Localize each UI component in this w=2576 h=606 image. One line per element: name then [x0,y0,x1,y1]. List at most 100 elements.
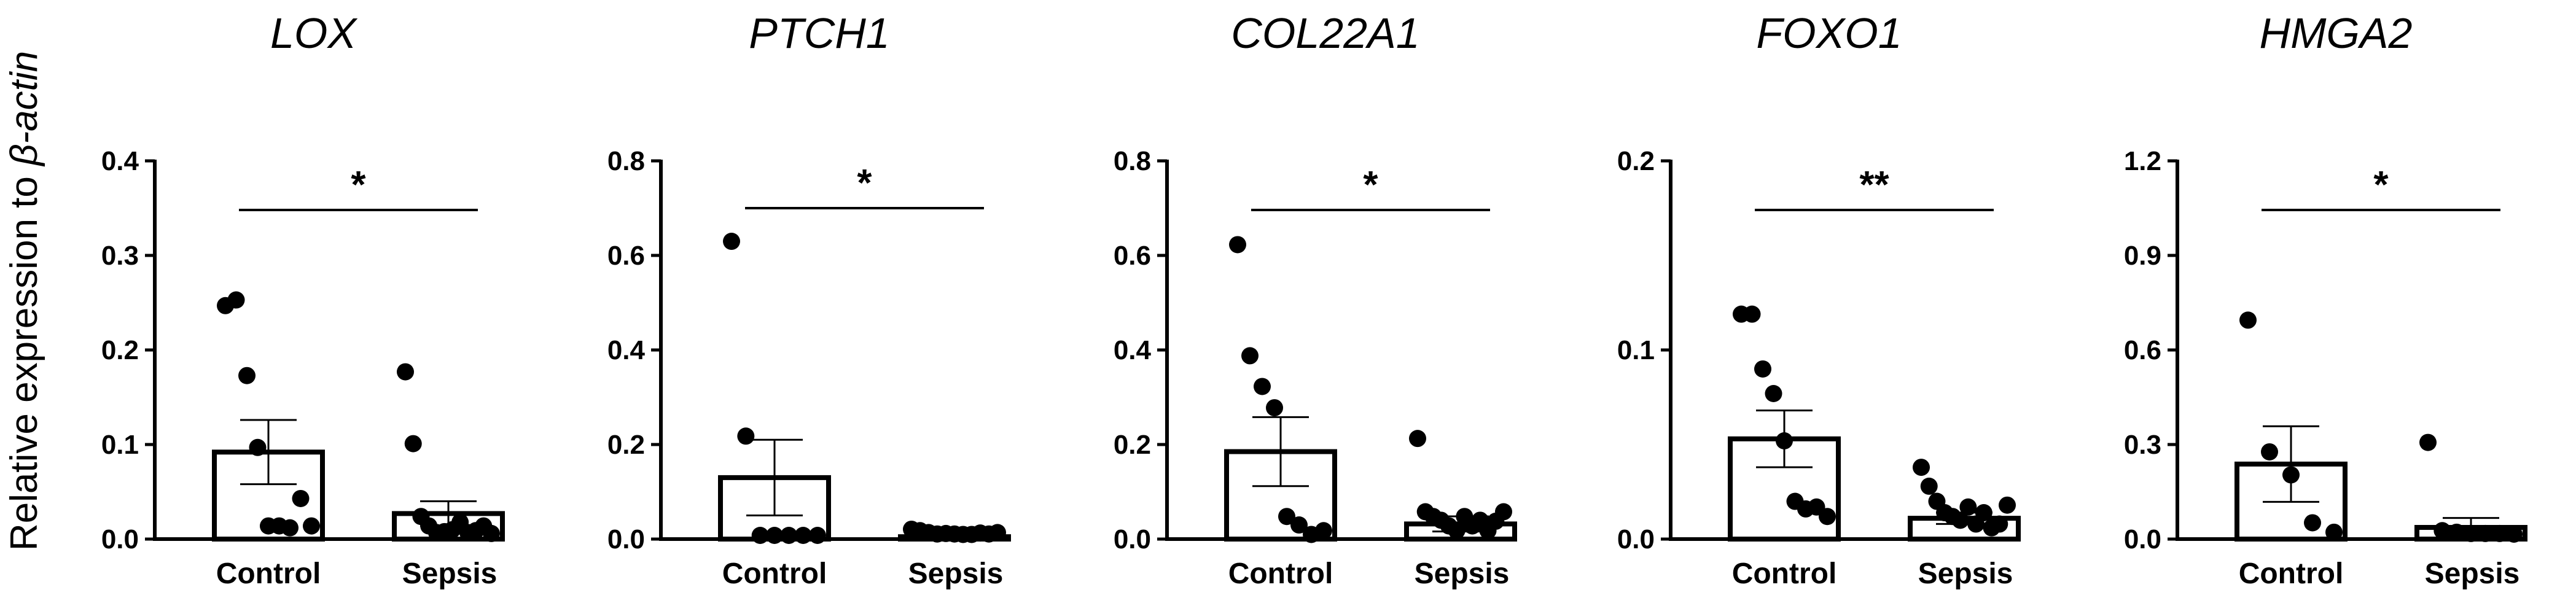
data-point [2304,514,2321,532]
data-point [1913,459,1930,476]
data-point [292,489,310,507]
x-category-label: Control [722,557,827,590]
y-tick-label: 0.2 [1617,146,1655,176]
y-tick-label: 0.0 [2124,524,2161,554]
data-point [2476,524,2494,542]
chart-title: FOXO1 [1756,9,1902,57]
data-point [1776,432,1793,449]
y-tick-label: 1.2 [2124,146,2161,176]
y-tick-label: 0.0 [1114,524,1151,554]
data-point [1991,515,2008,533]
data-point [766,527,783,544]
data-point [2448,523,2465,541]
data-point [1241,347,1259,365]
y-axis-label: Relative expression to β-actin [3,51,45,551]
data-point [397,363,414,381]
y-tick-label: 0.0 [101,524,139,554]
data-point [751,527,769,544]
significance-marker: * [1363,164,1378,206]
data-point [1409,430,1426,448]
data-point [1920,477,1938,495]
y-tick-label: 0.6 [607,241,645,271]
y-tick-label: 0.8 [1114,146,1151,176]
significance-marker: * [857,162,872,204]
y-tick-label: 0.3 [101,241,139,271]
y-tick-label: 0.1 [1617,335,1655,365]
x-category-label: Control [1228,557,1333,590]
data-point [238,367,256,384]
data-point [1959,498,1977,516]
y-tick-label: 0.1 [101,430,139,460]
x-category-label: Sepsis [2425,557,2520,590]
data-point [227,291,245,309]
significance-marker: * [2373,164,2389,206]
chart-title: PTCH1 [749,9,889,57]
x-category-label: Control [2239,557,2344,590]
data-point [2434,522,2451,540]
chart-panels: LOX 0.0 0.1 0.2 0.3 0.4 Control Sepsis * PTCH1 0.0… [101,9,2527,590]
data-point [1278,508,1295,526]
chart-panel-ptch1: PTCH1 0.0 0.2 0.4 0.6 0.8 Control Sepsis * [607,9,1011,590]
data-point [2491,524,2508,542]
data-point [281,519,299,537]
chart-panel-foxo1: FOXO1 0.0 0.1 0.2 Control Sepsis ** [1617,9,2021,590]
data-point [483,524,500,542]
chart-panel-hmga2: HMGA2 0.0 0.3 0.6 0.9 1.2 Control Sepsis * [2124,9,2527,590]
data-point [1448,522,1466,540]
data-point [780,527,798,544]
x-category-label: Sepsis [1918,557,2013,590]
y-tick-label: 0.8 [607,146,645,176]
data-point [737,427,755,445]
data-point [989,524,1006,542]
y-tick-label: 0.6 [2124,335,2161,365]
data-point [1951,511,1969,529]
data-point [404,435,422,453]
y-tick-label: 0.4 [1114,335,1152,365]
data-point [1765,385,1782,402]
data-point [1266,399,1283,417]
y-tick-label: 0.9 [2124,241,2161,271]
data-point [1290,516,1308,534]
y-axis-label-italic: β-actin [3,51,45,167]
data-point [2261,443,2278,460]
chart-panel-lox: LOX 0.0 0.1 0.2 0.3 0.4 Control Sepsis * [101,9,505,590]
data-point [2325,523,2343,541]
data-point [2505,525,2523,543]
y-tick-label: 0.4 [607,335,646,365]
x-category-label: Control [216,557,321,590]
y-axis-label-plain: Relative expression to [3,166,45,551]
data-point [2282,466,2300,484]
y-tick-label: 0.0 [607,524,645,554]
x-category-label: Sepsis [908,557,1004,590]
data-point [2419,433,2437,451]
data-point [1999,496,2016,514]
data-point [2462,524,2480,542]
chart-title: HMGA2 [2260,9,2413,57]
chart-panel-col22a1: COL22A1 0.0 0.2 0.4 0.6 0.8 Control Sepsis * [1114,9,1517,590]
data-point [1975,504,1992,522]
data-point [1743,305,1761,323]
y-tick-label: 0.2 [607,430,645,460]
y-tick-label: 0.6 [1114,241,1151,271]
significance-marker: * [351,164,366,206]
data-point [249,438,267,456]
x-category-label: Sepsis [1415,557,1510,590]
y-tick-label: 0.2 [101,335,139,365]
data-point [1315,522,1332,540]
data-point [809,527,826,544]
y-tick-label: 0.3 [2124,430,2161,460]
data-point [1495,503,1512,521]
data-point [1254,378,1271,395]
y-tick-label: 0.0 [1617,524,1655,554]
data-point [2239,311,2257,329]
data-point [1819,508,1836,526]
data-point [723,233,740,251]
data-point [794,527,812,544]
x-category-label: Sepsis [402,557,498,590]
chart-title: LOX [270,9,357,57]
data-point [1229,236,1246,254]
significance-marker: ** [1859,164,1889,206]
y-tick-label: 0.2 [1114,430,1151,460]
x-category-label: Control [1732,557,1837,590]
